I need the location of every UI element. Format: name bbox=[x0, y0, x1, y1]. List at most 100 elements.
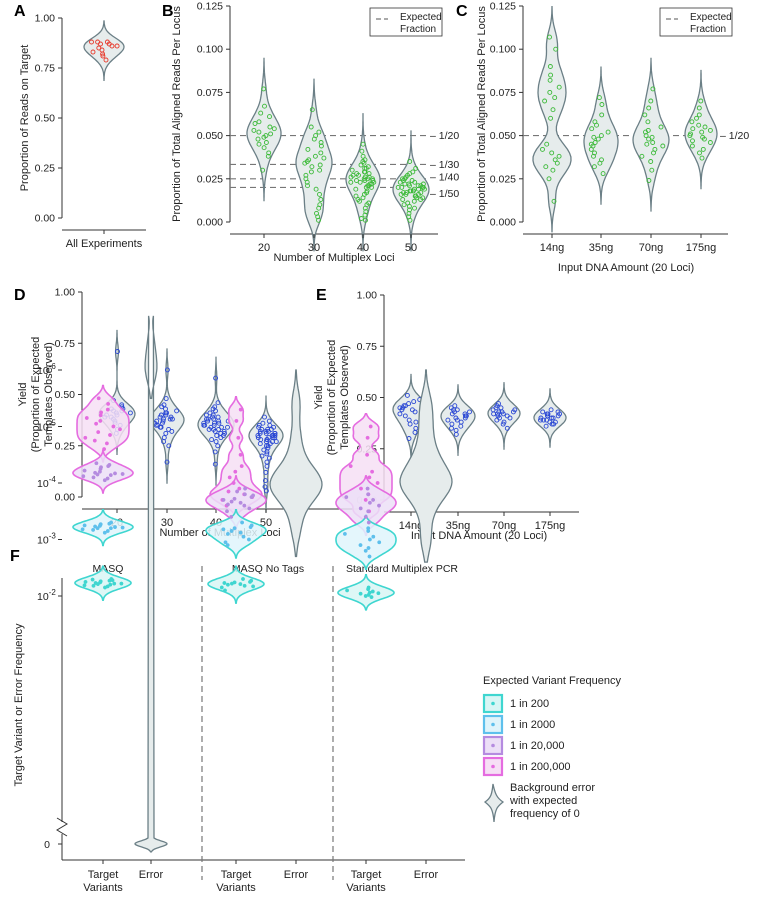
variant-point bbox=[370, 469, 375, 474]
x-tick-label: 14ng bbox=[540, 242, 564, 254]
label-line: Fraction bbox=[400, 24, 436, 35]
data-point bbox=[263, 488, 269, 494]
variant-point bbox=[342, 531, 347, 536]
y-axis-label: Target Variant or Error Frequency bbox=[13, 623, 25, 787]
data-point bbox=[404, 392, 410, 398]
variant-point bbox=[243, 486, 248, 491]
variant-point bbox=[242, 492, 247, 497]
data-point bbox=[163, 430, 169, 436]
data-point bbox=[166, 443, 172, 449]
data-point bbox=[318, 143, 324, 149]
variant-point bbox=[82, 523, 87, 528]
data-point bbox=[397, 179, 403, 185]
data-point bbox=[646, 136, 652, 142]
data-point bbox=[555, 413, 561, 419]
violin-175ng bbox=[533, 388, 567, 448]
data-point bbox=[548, 115, 554, 121]
y-tick-label: 10-3 bbox=[37, 532, 56, 547]
data-point bbox=[702, 124, 708, 130]
data-point bbox=[445, 417, 451, 423]
variant-point bbox=[365, 486, 370, 491]
data-point bbox=[103, 57, 109, 63]
data-point bbox=[639, 153, 645, 159]
data-point bbox=[645, 119, 651, 125]
data-point bbox=[127, 410, 133, 416]
variant-point bbox=[225, 582, 230, 587]
data-point bbox=[395, 184, 401, 190]
data-point bbox=[362, 212, 368, 218]
x-tick-label: Error bbox=[139, 869, 164, 881]
variant-point bbox=[251, 493, 256, 498]
data-point bbox=[547, 34, 552, 40]
variant-point bbox=[242, 503, 247, 508]
data-point bbox=[358, 162, 364, 168]
data-point bbox=[545, 411, 551, 417]
y-tick-label: 0.75 bbox=[55, 338, 76, 350]
x-axis-label: Input DNA Amount (20 Loci) bbox=[411, 530, 547, 542]
variant-point bbox=[105, 529, 110, 533]
variant-point bbox=[98, 579, 103, 584]
data-point bbox=[696, 122, 702, 128]
data-point bbox=[260, 167, 266, 173]
data-point bbox=[308, 169, 314, 175]
variant-point bbox=[232, 496, 237, 501]
data-point bbox=[548, 407, 554, 413]
variant-point bbox=[363, 497, 368, 502]
data-point bbox=[263, 469, 269, 475]
violin-35ng bbox=[583, 66, 619, 205]
x-tick-label: 35ng bbox=[446, 520, 470, 532]
data-point bbox=[362, 169, 368, 175]
data-point bbox=[265, 443, 271, 449]
variant-point bbox=[363, 548, 368, 553]
chart-marks: A 0.00 0.25 0.50 0.75 1.00 Proportion of Reads… bbox=[10, 1, 749, 895]
variant-violin bbox=[337, 574, 395, 611]
variant-point bbox=[241, 534, 246, 539]
x-tick-label: 70ng bbox=[639, 242, 663, 254]
x-tick-label: Error bbox=[284, 869, 309, 881]
variant-point bbox=[105, 407, 110, 412]
data-point bbox=[317, 162, 323, 168]
x-tick-label: Target Variants bbox=[346, 869, 386, 894]
legend-label: Expected Fraction bbox=[400, 12, 442, 35]
variant-point bbox=[225, 509, 229, 514]
data-point bbox=[401, 202, 407, 208]
y-tick-label: 0.075 bbox=[490, 87, 516, 99]
violin-30 bbox=[149, 348, 185, 484]
data-point bbox=[209, 437, 215, 443]
violin-40 bbox=[197, 356, 235, 486]
label-line: Fraction bbox=[690, 24, 726, 35]
data-point bbox=[305, 146, 311, 152]
panel-label: D bbox=[14, 287, 26, 304]
data-point bbox=[701, 136, 707, 142]
violin-40 bbox=[345, 113, 381, 252]
data-point bbox=[349, 167, 355, 173]
data-point bbox=[552, 157, 558, 163]
data-point bbox=[453, 431, 459, 437]
variant-point bbox=[367, 500, 372, 505]
data-point bbox=[259, 453, 265, 459]
error-violin bbox=[269, 369, 323, 558]
data-point bbox=[449, 411, 455, 417]
data-point bbox=[410, 188, 416, 194]
variant-point bbox=[240, 520, 245, 525]
data-point bbox=[308, 124, 314, 130]
data-point bbox=[353, 186, 359, 192]
data-point bbox=[357, 179, 363, 185]
variant-point bbox=[234, 418, 239, 423]
variant-point bbox=[223, 588, 227, 593]
data-point bbox=[205, 416, 211, 422]
data-point bbox=[164, 410, 170, 416]
data-point bbox=[589, 126, 595, 132]
variant-point bbox=[367, 537, 372, 542]
data-point bbox=[690, 126, 696, 132]
panel-f-axis-break bbox=[56, 817, 68, 837]
variant-point bbox=[231, 481, 236, 485]
data-point bbox=[272, 435, 278, 441]
variant-point bbox=[108, 473, 113, 478]
data-point bbox=[550, 167, 556, 173]
x-tick-label: 50 bbox=[405, 242, 417, 254]
y-tick-label: 0.100 bbox=[490, 44, 516, 56]
data-point bbox=[467, 409, 472, 415]
data-point bbox=[400, 197, 406, 202]
